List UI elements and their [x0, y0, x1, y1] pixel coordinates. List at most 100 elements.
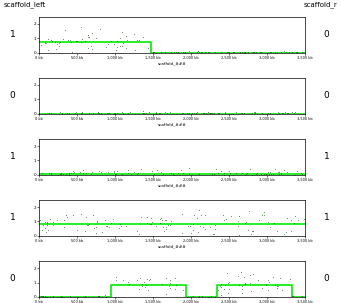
Point — [295, 218, 301, 222]
Point — [78, 111, 84, 116]
Point — [123, 46, 129, 51]
Point — [126, 111, 131, 116]
Point — [120, 277, 125, 282]
Point — [187, 172, 192, 177]
Point — [123, 223, 128, 228]
Point — [171, 171, 176, 176]
Point — [168, 50, 174, 55]
Point — [247, 280, 253, 285]
Text: 1: 1 — [10, 213, 15, 222]
Point — [260, 111, 265, 116]
Point — [292, 220, 297, 225]
Point — [114, 275, 119, 280]
Point — [299, 49, 305, 54]
Point — [103, 44, 108, 49]
Point — [146, 110, 151, 115]
Point — [93, 231, 98, 236]
Text: 1: 1 — [10, 30, 15, 39]
Point — [38, 43, 43, 48]
Point — [43, 294, 49, 299]
Point — [267, 50, 272, 55]
Point — [239, 286, 244, 291]
Point — [104, 224, 109, 229]
Point — [295, 50, 300, 55]
Point — [147, 222, 153, 227]
Point — [134, 38, 139, 42]
Point — [154, 111, 160, 116]
Point — [249, 228, 254, 233]
Point — [105, 170, 110, 175]
Point — [37, 217, 42, 222]
Point — [135, 171, 140, 176]
Point — [70, 212, 76, 217]
Point — [242, 221, 247, 225]
Point — [207, 111, 212, 115]
Point — [212, 222, 218, 227]
Point — [136, 37, 142, 42]
Point — [66, 171, 72, 176]
Point — [265, 219, 271, 224]
Point — [206, 50, 211, 55]
Point — [163, 276, 168, 281]
Text: 0: 0 — [324, 91, 329, 100]
Point — [279, 111, 284, 116]
Point — [187, 224, 193, 229]
Point — [137, 276, 143, 281]
Point — [160, 218, 165, 223]
Point — [154, 168, 160, 173]
Point — [242, 50, 247, 55]
Point — [84, 215, 89, 220]
Point — [302, 168, 308, 173]
Point — [132, 169, 137, 174]
Point — [200, 110, 206, 115]
Point — [144, 221, 150, 226]
Point — [258, 49, 263, 54]
Point — [172, 49, 177, 54]
Point — [271, 221, 277, 225]
Point — [283, 229, 288, 234]
Point — [86, 110, 91, 115]
Point — [202, 227, 208, 231]
Point — [195, 49, 201, 54]
Point — [99, 111, 104, 115]
Point — [143, 284, 148, 289]
Point — [152, 111, 158, 116]
Point — [146, 277, 152, 282]
Point — [250, 272, 255, 277]
Point — [176, 50, 181, 55]
Point — [85, 32, 91, 37]
Point — [119, 172, 124, 177]
Point — [191, 212, 197, 217]
Text: 0: 0 — [10, 91, 15, 100]
Point — [226, 169, 232, 174]
Point — [196, 50, 202, 55]
Point — [44, 223, 49, 228]
Point — [103, 295, 108, 299]
Point — [261, 171, 267, 176]
Point — [82, 294, 87, 299]
Point — [135, 171, 141, 175]
Point — [236, 283, 241, 288]
Point — [241, 111, 247, 116]
Point — [140, 111, 145, 115]
Text: 1: 1 — [324, 213, 329, 222]
Point — [181, 50, 186, 55]
Point — [281, 232, 286, 237]
Point — [67, 172, 72, 177]
Point — [275, 110, 280, 115]
Point — [253, 50, 259, 55]
X-axis label: scaffold_###: scaffold_### — [158, 122, 187, 126]
Point — [95, 110, 100, 115]
Point — [185, 294, 191, 299]
Point — [194, 49, 199, 54]
Point — [244, 171, 249, 176]
Point — [105, 42, 111, 47]
Point — [79, 37, 85, 42]
Point — [198, 212, 203, 217]
Point — [204, 111, 210, 116]
Point — [44, 295, 49, 299]
Point — [149, 221, 154, 226]
Point — [216, 171, 221, 175]
Point — [84, 223, 90, 228]
Point — [205, 110, 210, 115]
